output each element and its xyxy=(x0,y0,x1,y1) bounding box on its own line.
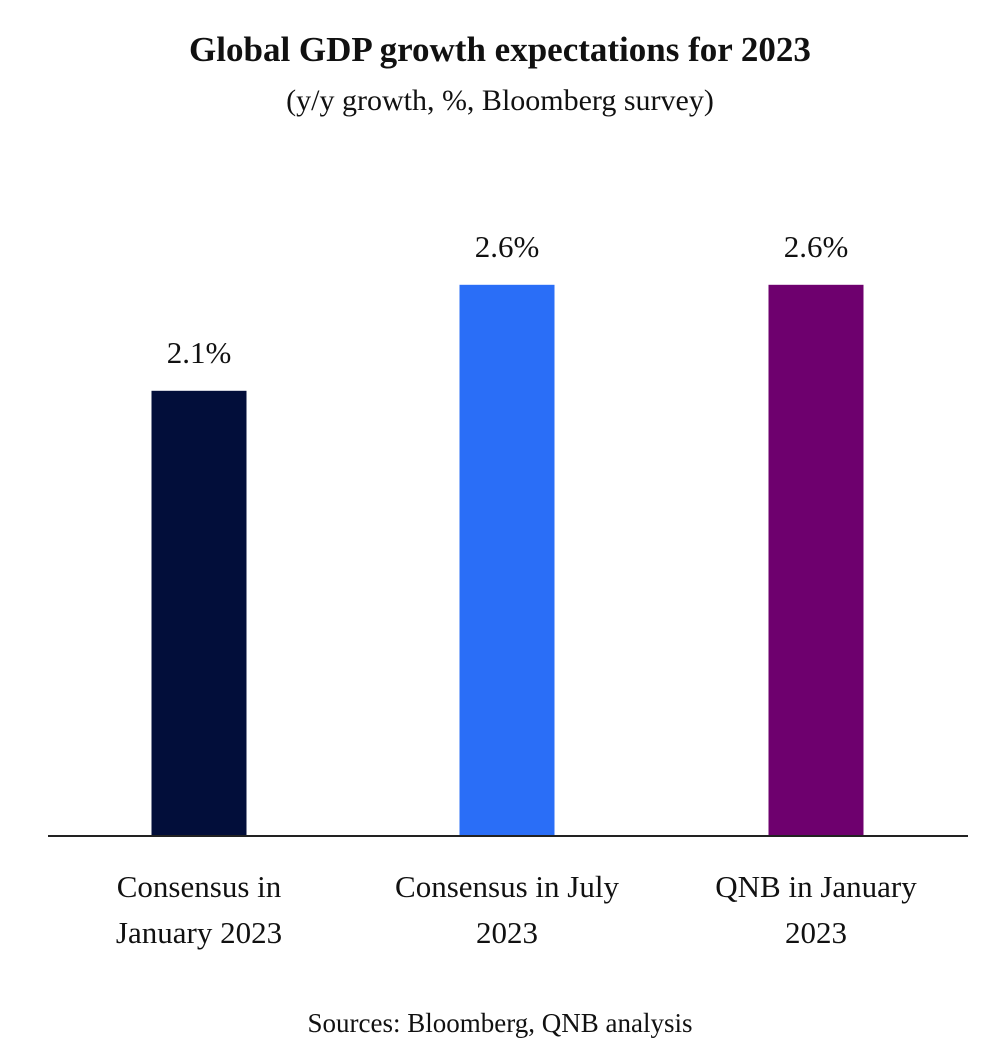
source-note: Sources: Bloomberg, QNB analysis xyxy=(307,1008,693,1038)
category-label-3: QNB in January 2023 xyxy=(715,869,917,950)
chart-title: Global GDP growth expectations for 2023 xyxy=(189,30,811,69)
data-label-1: 2.1% xyxy=(167,335,232,370)
data-label-3: 2.6% xyxy=(784,229,849,264)
bar-1 xyxy=(151,390,247,836)
bar-3 xyxy=(768,284,864,836)
category-label-2: Consensus in July 2023 xyxy=(395,869,619,950)
data-label-2: 2.6% xyxy=(475,229,540,264)
category-label-1: Consensus in January 2023 xyxy=(116,869,282,950)
bar-2 xyxy=(459,284,555,836)
chart-subtitle: (y/y growth, %, Bloomberg survey) xyxy=(286,84,714,117)
